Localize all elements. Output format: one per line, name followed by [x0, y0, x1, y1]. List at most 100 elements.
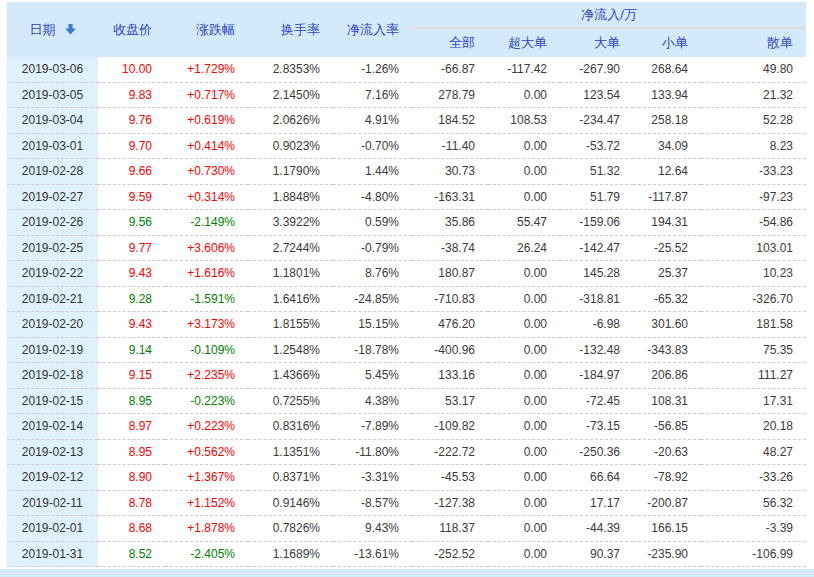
cell-close-price: 8.52	[98, 541, 165, 567]
table-row: 2019-03-05 9.83 +0.717% 2.1450% 7.16% 27…	[7, 82, 806, 108]
cell-net-inflow-all: 118.37	[412, 516, 488, 542]
cell-net-inflow-large: -44.39	[560, 516, 633, 542]
column-header-date-label: 日期	[30, 21, 56, 39]
column-group-header-net-inflow: 净流入/万	[412, 2, 806, 28]
cell-change-percent: +1.152%	[165, 490, 248, 516]
cell-net-inflow-small: 12.64	[633, 159, 701, 185]
cell-close-price: 8.95	[98, 439, 165, 465]
cell-change-percent: +1.616%	[165, 261, 248, 287]
cell-net-inflow-rate: 0.59%	[333, 210, 412, 236]
cell-change-percent: +3.173%	[165, 312, 248, 338]
cell-turnover-rate: 0.9023%	[248, 133, 333, 159]
cell-net-inflow-retail: 48.27	[701, 439, 806, 465]
table-row: 2019-02-28 9.66 +0.730% 1.1790% 1.44% 30…	[7, 159, 806, 185]
cell-change-percent: +0.314%	[165, 184, 248, 210]
table-row: 2019-02-15 8.95 -0.223% 0.7255% 4.38% 53…	[7, 388, 806, 414]
cell-change-percent: -0.223%	[165, 388, 248, 414]
cell-close-price: 8.68	[98, 516, 165, 542]
cell-net-inflow-super-large: 0.00	[488, 490, 560, 516]
cell-change-percent: -1.591%	[165, 286, 248, 312]
column-header-large: 大单	[560, 28, 633, 57]
cell-net-inflow-large: 51.32	[560, 159, 633, 185]
table-row: 2019-02-21 9.28 -1.591% 1.6416% -24.85% …	[7, 286, 806, 312]
column-header-retail: 散单	[701, 28, 806, 57]
cell-net-inflow-rate: -1.26%	[333, 57, 412, 82]
cell-net-inflow-retail: 8.23	[701, 133, 806, 159]
cell-turnover-rate: 1.1790%	[248, 159, 333, 185]
table-row: 2019-02-19 9.14 -0.109% 1.2548% -18.78% …	[7, 337, 806, 363]
cell-net-inflow-rate: -7.89%	[333, 414, 412, 440]
cell-net-inflow-retail: -33.26	[701, 465, 806, 491]
cell-change-percent: +0.223%	[165, 414, 248, 440]
cell-net-inflow-rate: 7.16%	[333, 82, 412, 108]
cell-net-inflow-all: 30.73	[412, 159, 488, 185]
cell-change-percent: +2.235%	[165, 363, 248, 389]
cell-net-inflow-super-large: 0.00	[488, 337, 560, 363]
cell-net-inflow-retail: 52.28	[701, 108, 806, 134]
cell-net-inflow-small: 301.60	[633, 312, 701, 338]
table-row: 2019-02-11 8.78 +1.152% 0.9146% -8.57% -…	[7, 490, 806, 516]
cell-net-inflow-rate: -8.57%	[333, 490, 412, 516]
table-row: 2019-02-01 8.68 +1.878% 0.7826% 9.43% 11…	[7, 516, 806, 542]
cell-net-inflow-large: -267.90	[560, 57, 633, 82]
cell-net-inflow-small: 258.18	[633, 108, 701, 134]
table-row: 2019-02-12 8.90 +1.367% 0.8371% -3.31% -…	[7, 465, 806, 491]
cell-turnover-rate: 1.1801%	[248, 261, 333, 287]
cell-turnover-rate: 1.1689%	[248, 541, 333, 567]
cell-net-inflow-all: -66.87	[412, 57, 488, 82]
cell-net-inflow-all: -109.82	[412, 414, 488, 440]
cell-net-inflow-all: 53.17	[412, 388, 488, 414]
cell-net-inflow-all: -710.83	[412, 286, 488, 312]
cell-date: 2019-02-25	[7, 235, 98, 261]
cell-date: 2019-02-21	[7, 286, 98, 312]
cell-net-inflow-retail: 103.01	[701, 235, 806, 261]
cell-date: 2019-02-14	[7, 414, 98, 440]
cell-close-price: 10.00	[98, 57, 165, 82]
cell-close-price: 8.95	[98, 388, 165, 414]
cell-net-inflow-retail: 111.27	[701, 363, 806, 389]
cell-change-percent: +0.717%	[165, 82, 248, 108]
cell-close-price: 8.90	[98, 465, 165, 491]
table-row: 2019-02-14 8.97 +0.223% 0.8316% -7.89% -…	[7, 414, 806, 440]
cell-net-inflow-small: -200.87	[633, 490, 701, 516]
cell-net-inflow-rate: 8.76%	[333, 261, 412, 287]
cell-net-inflow-super-large: 0.00	[488, 286, 560, 312]
cell-net-inflow-super-large: 0.00	[488, 465, 560, 491]
sort-descending-icon[interactable]	[65, 24, 76, 35]
cell-turnover-rate: 2.8353%	[248, 57, 333, 82]
table-body: 2019-03-06 10.00 +1.729% 2.8353% -1.26% …	[7, 57, 806, 567]
cell-close-price: 9.15	[98, 363, 165, 389]
cell-change-percent: +3.606%	[165, 235, 248, 261]
cell-net-inflow-super-large: 0.00	[488, 133, 560, 159]
cell-net-inflow-super-large: 0.00	[488, 184, 560, 210]
cell-net-inflow-retail: 17.31	[701, 388, 806, 414]
cell-date: 2019-02-22	[7, 261, 98, 287]
table-row: 2019-02-20 9.43 +3.173% 1.8155% 15.15% 4…	[7, 312, 806, 338]
cell-net-inflow-small: -117.87	[633, 184, 701, 210]
cell-net-inflow-retail: 56.32	[701, 490, 806, 516]
cell-net-inflow-large: -6.98	[560, 312, 633, 338]
cell-net-inflow-retail: 20.18	[701, 414, 806, 440]
cell-net-inflow-large: 123.54	[560, 82, 633, 108]
cell-change-percent: +1.729%	[165, 57, 248, 82]
cell-net-inflow-super-large: -117.42	[488, 57, 560, 82]
cell-turnover-rate: 2.1450%	[248, 82, 333, 108]
cell-net-inflow-all: 476.20	[412, 312, 488, 338]
cell-net-inflow-rate: -3.31%	[333, 465, 412, 491]
cell-net-inflow-small: 133.94	[633, 82, 701, 108]
cell-net-inflow-super-large: 0.00	[488, 82, 560, 108]
table-row: 2019-02-26 9.56 -2.149% 3.3922% 0.59% 35…	[7, 210, 806, 236]
cell-net-inflow-small: 34.09	[633, 133, 701, 159]
cell-net-inflow-large: 51.79	[560, 184, 633, 210]
cell-turnover-rate: 2.0626%	[248, 108, 333, 134]
cell-net-inflow-retail: 49.80	[701, 57, 806, 82]
cell-net-inflow-all: 35.86	[412, 210, 488, 236]
cell-net-inflow-retail: -326.70	[701, 286, 806, 312]
cell-change-percent: +0.414%	[165, 133, 248, 159]
column-header-date[interactable]: 日期	[7, 2, 98, 57]
cell-close-price: 9.28	[98, 286, 165, 312]
cell-net-inflow-large: 17.17	[560, 490, 633, 516]
cell-close-price: 8.78	[98, 490, 165, 516]
cell-turnover-rate: 1.4366%	[248, 363, 333, 389]
cell-turnover-rate: 1.8155%	[248, 312, 333, 338]
